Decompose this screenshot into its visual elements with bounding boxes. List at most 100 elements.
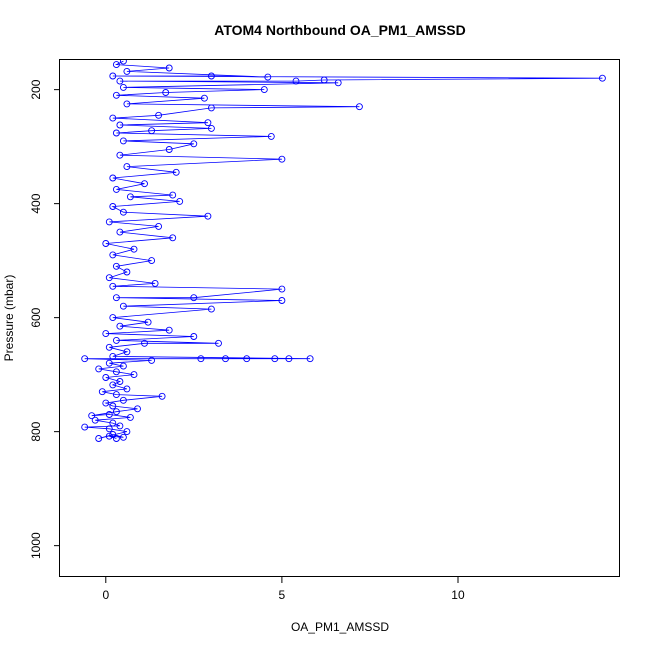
data-point: [126, 193, 134, 201]
x-tick-label: 5: [279, 588, 286, 602]
data-point: [109, 251, 117, 259]
data-point: [119, 137, 127, 145]
y-tick-label: 200: [29, 79, 43, 99]
data-point: [355, 103, 363, 111]
data-point: [278, 285, 286, 293]
data-point: [222, 355, 229, 363]
data-point: [292, 77, 300, 85]
data-point: [598, 74, 606, 82]
data-point: [109, 282, 117, 290]
data-point: [285, 355, 293, 363]
data-point: [207, 72, 215, 80]
data-point: [207, 104, 215, 112]
data-point: [112, 391, 120, 399]
data-point: [116, 151, 124, 159]
data-point: [141, 339, 148, 347]
data-point: [116, 422, 124, 430]
data-point: [112, 336, 120, 344]
data-point: [88, 412, 96, 420]
data-point: [119, 362, 127, 370]
data-point: [109, 431, 117, 438]
data-point: [119, 302, 127, 310]
data-point: [126, 413, 134, 421]
data-point: [119, 396, 127, 404]
data-point: [112, 435, 120, 442]
data-point: [197, 355, 205, 363]
data-point: [102, 399, 110, 407]
y-tick-label: 800: [29, 421, 43, 441]
data-point: [91, 416, 99, 424]
chart-title: ATOM4 Northbound OA_PM1_AMSSD: [214, 22, 466, 38]
y-tick-label: 600: [29, 307, 43, 327]
data-point: [278, 155, 286, 163]
data-point: [306, 355, 314, 363]
data-point: [278, 297, 286, 304]
data-point: [155, 222, 163, 230]
data-point: [123, 385, 131, 393]
data-point: [109, 72, 117, 80]
data-point: [105, 274, 113, 282]
series-line: [84, 60, 603, 439]
data-point: [123, 100, 131, 108]
data-point: [123, 428, 131, 436]
data-point: [105, 343, 113, 351]
data-point: [165, 146, 173, 153]
data-point: [109, 114, 117, 122]
data-point: [105, 359, 113, 367]
data-point: [102, 240, 110, 247]
data-point: [141, 180, 148, 188]
data-point: [264, 73, 272, 81]
data-point: [105, 432, 113, 440]
data-point: [112, 408, 120, 416]
x-tick-label: 10: [451, 588, 465, 602]
data-point: [148, 127, 156, 135]
data-point: [334, 79, 342, 87]
data-point: [116, 121, 124, 129]
data-point: [105, 411, 113, 418]
data-point: [130, 245, 138, 253]
data-point: [116, 322, 124, 330]
x-tick-label: 0: [102, 588, 109, 602]
data-point: [109, 203, 117, 210]
data-point: [165, 64, 173, 72]
data-point: [176, 197, 184, 205]
data-point: [204, 212, 212, 220]
data-point: [102, 374, 110, 381]
data-point: [109, 402, 117, 410]
data-point: [243, 355, 251, 363]
data-point: [190, 294, 198, 302]
data-point: [320, 76, 328, 84]
data-point: [105, 425, 113, 433]
data-point: [190, 333, 198, 340]
data-point: [95, 365, 103, 373]
data-point: [102, 330, 110, 338]
data-point: [151, 279, 159, 287]
data-point: [158, 392, 166, 400]
data-point: [190, 140, 198, 148]
data-point: [112, 91, 120, 99]
data-point: [123, 163, 131, 171]
data-point: [116, 228, 124, 236]
data-point: [112, 368, 120, 376]
plot-frame: [59, 59, 620, 577]
data-point: [155, 111, 163, 119]
data-point: [119, 83, 127, 91]
data-point: [119, 433, 127, 441]
data-point: [204, 119, 212, 127]
data-point: [95, 435, 103, 442]
data-point: [215, 339, 222, 347]
data-point: [112, 294, 120, 302]
data-point: [207, 124, 215, 132]
data-point: [271, 355, 279, 363]
y-axis-label: Pressure (mbar): [2, 275, 16, 362]
data-point: [260, 86, 268, 94]
data-point: [112, 185, 120, 193]
data-point: [116, 77, 124, 85]
data-point: [123, 268, 131, 276]
data-point: [172, 168, 180, 176]
data-point: [267, 132, 275, 140]
data-point: [112, 262, 120, 270]
data-point: [144, 318, 152, 326]
data-point: [112, 61, 120, 69]
